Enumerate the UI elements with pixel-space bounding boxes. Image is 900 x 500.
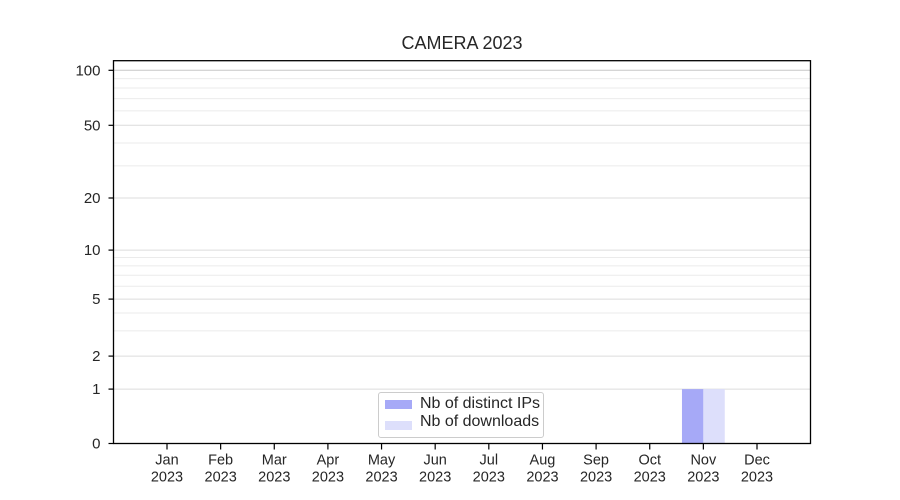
svg-text:Jun: Jun (423, 453, 446, 469)
svg-text:2023: 2023 (205, 470, 237, 486)
svg-text:Dec: Dec (744, 453, 770, 469)
svg-text:2023: 2023 (687, 470, 719, 486)
svg-text:May: May (368, 453, 396, 469)
svg-text:2023: 2023 (526, 470, 558, 486)
svg-text:1: 1 (92, 381, 100, 398)
svg-text:Mar: Mar (262, 453, 287, 469)
svg-text:Aug: Aug (530, 453, 556, 469)
svg-text:Feb: Feb (208, 453, 233, 469)
svg-text:2023: 2023 (151, 470, 183, 486)
svg-text:Jan: Jan (155, 453, 178, 469)
svg-text:Nov: Nov (690, 453, 717, 469)
svg-text:2023: 2023 (741, 470, 773, 486)
svg-text:2023: 2023 (634, 470, 666, 486)
svg-text:2023: 2023 (365, 470, 397, 486)
svg-text:Sep: Sep (583, 453, 609, 469)
svg-text:2023: 2023 (580, 470, 612, 486)
svg-text:2023: 2023 (312, 470, 344, 486)
svg-text:0: 0 (92, 436, 100, 453)
svg-text:100: 100 (75, 62, 100, 79)
svg-text:CAMERA 2023: CAMERA 2023 (401, 33, 522, 53)
svg-text:Apr: Apr (317, 453, 340, 469)
svg-text:20: 20 (84, 190, 101, 207)
svg-text:2023: 2023 (258, 470, 290, 486)
svg-text:Jul: Jul (480, 453, 499, 469)
svg-text:2: 2 (92, 348, 100, 365)
svg-text:Oct: Oct (638, 453, 661, 469)
svg-text:2023: 2023 (419, 470, 451, 486)
svg-text:2023: 2023 (473, 470, 505, 486)
svg-text:50: 50 (84, 117, 101, 134)
svg-text:5: 5 (92, 291, 100, 308)
svg-text:10: 10 (84, 242, 101, 259)
